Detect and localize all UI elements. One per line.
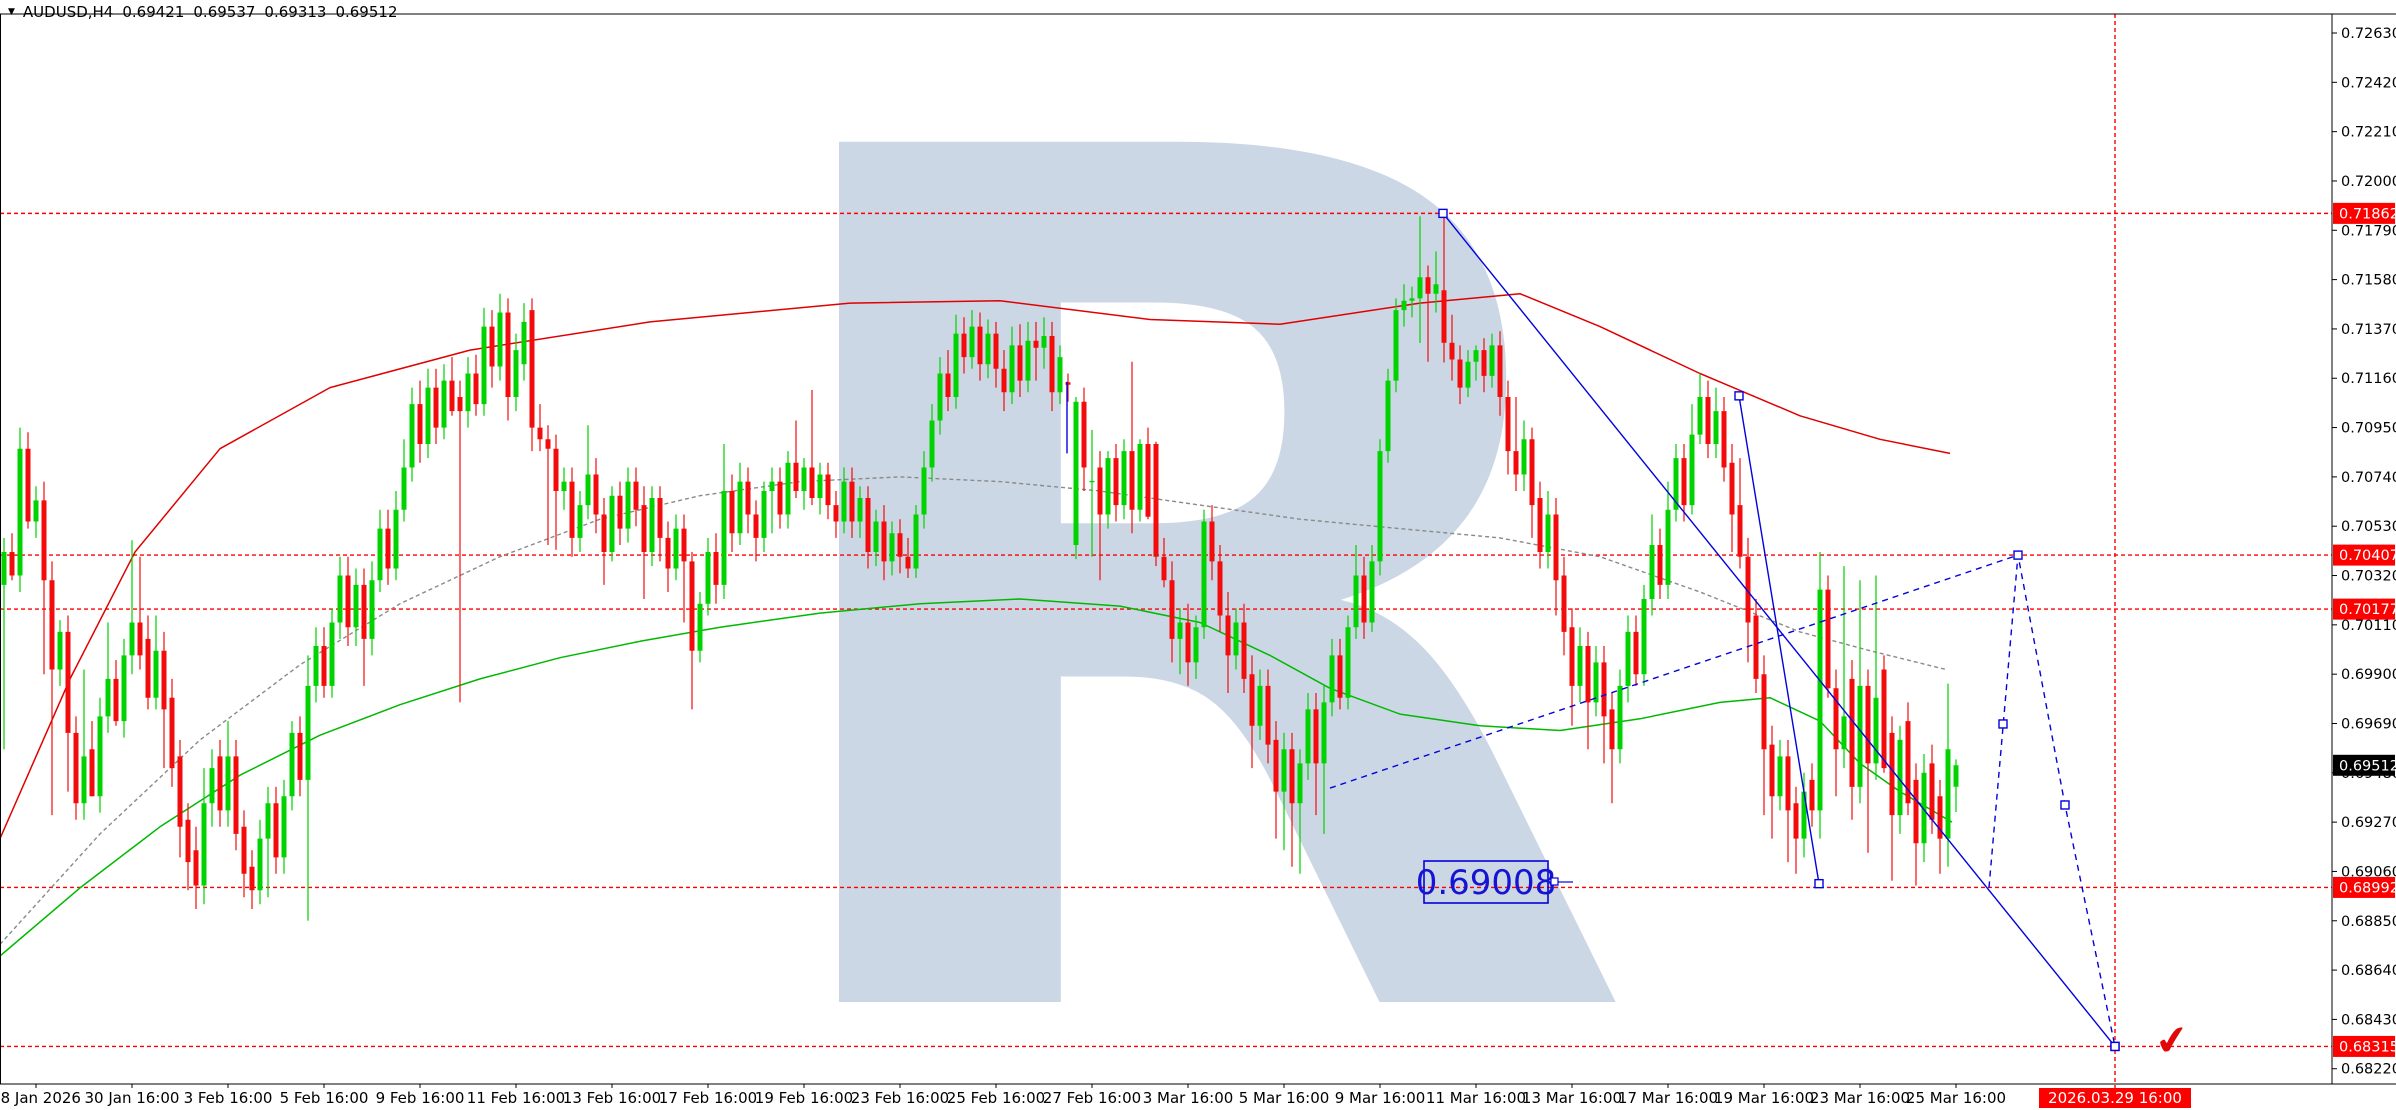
checkmark-object[interactable]: ✔ — [2152, 1016, 2192, 1066]
level-price-label-bg — [2333, 598, 2395, 620]
x-axis-tick-label: 11 Mar 16:00 — [1426, 1089, 1526, 1107]
y-axis-tick-label: 0.69900 — [2341, 667, 2396, 683]
y-axis-tick-label: 0.70950 — [2341, 421, 2396, 437]
level-price-label-bg — [2333, 202, 2395, 224]
ohlc-low: 0.69313 — [264, 3, 327, 21]
level-price-label: 0.70407 — [2339, 548, 2396, 564]
x-axis-tick-label: 9 Mar 16:00 — [1335, 1089, 1426, 1107]
x-axis-tick-label: 27 Feb 16:00 — [1043, 1089, 1141, 1107]
symbol-dropdown-icon[interactable]: ▼ — [8, 7, 15, 17]
ohlc-close: 0.69512 — [335, 3, 398, 21]
x-axis-tick-label: 23 Mar 16:00 — [1810, 1089, 1910, 1107]
vline-date-label-bg — [2039, 1088, 2191, 1108]
current-price-label: 0.69512 — [2339, 758, 2396, 774]
y-axis-tick-label: 0.70740 — [2341, 470, 2396, 486]
y-axis-tick-label: 0.70320 — [2341, 569, 2396, 585]
y-axis-tick-label: 0.68850 — [2341, 914, 2396, 930]
y-axis-tick-label: 0.68220 — [2341, 1062, 2396, 1078]
price-label-text[interactable]: 0.69008 — [1416, 863, 1557, 903]
y-axis-tick-label: 0.68640 — [2341, 963, 2396, 979]
y-axis-tick-label: 0.70110 — [2341, 618, 2396, 634]
x-axis-tick-label: 28 Jan 2026 — [0, 1089, 81, 1107]
zigzag-vertex-handle[interactable] — [2060, 800, 2070, 810]
y-axis-tick-label: 0.68430 — [2341, 1012, 2396, 1028]
zigzag-vertex-handle[interactable] — [1998, 719, 2008, 729]
level-price-label: 0.68992 — [2339, 880, 2396, 896]
price-label-box[interactable] — [1423, 860, 1549, 904]
level-price-label-bg — [2333, 1035, 2395, 1057]
price-label-anchor-handle[interactable] — [1550, 877, 1559, 886]
y-axis-tick-label: 0.71370 — [2341, 322, 2396, 338]
x-axis-tick-label: 13 Feb 16:00 — [563, 1089, 661, 1107]
chart-title-bar: ▼ AUDUSD,H4 0.69421 0.69537 0.69313 0.69… — [8, 3, 397, 21]
trendline-rising-dashed[interactable] — [1329, 554, 2019, 789]
x-axis-tick-label: 17 Feb 16:00 — [659, 1089, 757, 1107]
zigzag-vertex-handle[interactable] — [2013, 550, 2023, 560]
ma-red — [0, 292, 1951, 839]
x-axis-tick-label: 17 Mar 16:00 — [1618, 1089, 1718, 1107]
x-axis-tick-label: 5 Feb 16:00 — [280, 1089, 369, 1107]
level-price-label: 0.71862 — [2339, 206, 2396, 222]
y-axis-tick-label: 0.71790 — [2341, 223, 2396, 239]
ohlc-open: 0.69421 — [122, 3, 185, 21]
trendline-steep-down-start-handle[interactable] — [1734, 391, 1744, 401]
ma-green — [0, 598, 1953, 957]
ohlc-high: 0.69537 — [193, 3, 256, 21]
y-axis-tick-label: 0.72210 — [2341, 125, 2396, 141]
x-axis-tick-label: 3 Feb 16:00 — [184, 1089, 273, 1107]
y-axis-tick-label: 0.71580 — [2341, 273, 2396, 289]
x-axis-tick-label: 19 Feb 16:00 — [755, 1089, 853, 1107]
level-price-label-bg — [2333, 544, 2395, 566]
y-axis-tick-label: 0.72630 — [2341, 26, 2396, 42]
y-axis-tick-label: 0.71160 — [2341, 371, 2396, 387]
y-axis-tick-label: 0.69690 — [2341, 716, 2396, 732]
x-axis-tick-label: 11 Feb 16:00 — [467, 1089, 565, 1107]
x-axis-tick-label: 30 Jan 16:00 — [85, 1089, 180, 1107]
x-axis-tick-label: 25 Mar 16:00 — [1906, 1089, 2006, 1107]
zigzag-projection[interactable] — [1988, 554, 2116, 1047]
trendline-steep-down-end-handle[interactable] — [1814, 878, 1824, 889]
trendline-main-down-start-handle[interactable] — [1438, 208, 1448, 219]
symbol-period-label: AUDUSD,H4 — [22, 3, 114, 21]
x-axis-tick-label: 5 Mar 16:00 — [1239, 1089, 1330, 1107]
y-axis-tick-label: 0.72420 — [2341, 75, 2396, 91]
vline-date-label: 2026.03.29 16:00 — [2048, 1089, 2182, 1107]
x-axis-tick-label: 23 Feb 16:00 — [851, 1089, 949, 1107]
trendline-steep-down[interactable] — [1738, 395, 1820, 884]
y-axis-tick-label: 0.69270 — [2341, 815, 2396, 831]
zigzag-vertex-handle[interactable] — [2110, 1041, 2120, 1052]
y-axis-tick-label: 0.69060 — [2341, 864, 2396, 880]
level-price-label-bg — [2333, 876, 2395, 898]
x-axis-tick-label: 9 Feb 16:00 — [376, 1089, 465, 1107]
level-price-label: 0.68315 — [2339, 1039, 2396, 1055]
x-axis-tick-label: 25 Feb 16:00 — [947, 1089, 1045, 1107]
x-axis-tick-label: 3 Mar 16:00 — [1143, 1089, 1234, 1107]
current-price-label-bg — [2333, 754, 2395, 776]
y-axis-tick-label: 0.70530 — [2341, 519, 2396, 535]
trendline-main-down[interactable] — [1442, 212, 2116, 1047]
y-axis-tick-label: 0.72000 — [2341, 174, 2396, 190]
level-price-label: 0.70177 — [2339, 602, 2396, 618]
x-axis-tick-label: 19 Mar 16:00 — [1714, 1089, 1814, 1107]
x-axis-tick-label: 13 Mar 16:00 — [1522, 1089, 1622, 1107]
